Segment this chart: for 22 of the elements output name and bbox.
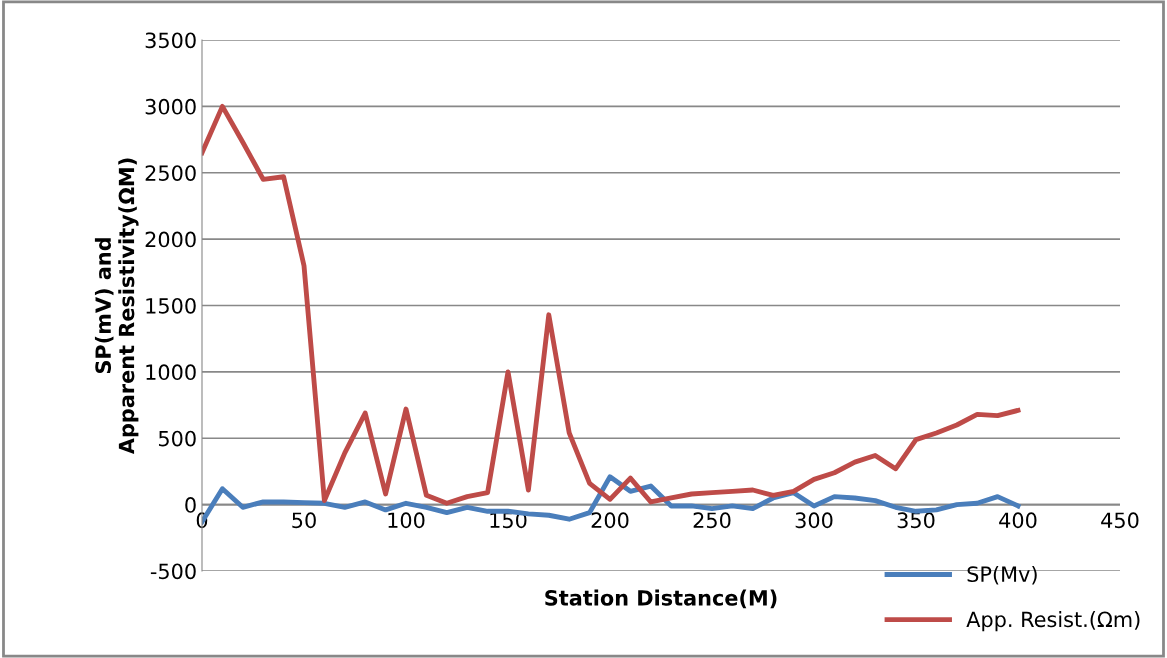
y-axis-title: SP(mV) and Apparent Resistivity(ΩM) <box>94 158 139 455</box>
x-tick-label: 350 <box>897 512 935 529</box>
y-tick-label: 3500 <box>145 32 196 49</box>
y-tick-label: 2500 <box>145 165 196 181</box>
line-series <box>202 103 1021 506</box>
y-tick-label: 0 <box>185 497 196 513</box>
x-tick-label: 400 <box>999 512 1037 529</box>
y-tick-label: 1000 <box>146 364 196 381</box>
y-tick-label: 1500 <box>146 297 196 314</box>
y-tick-label: -500 <box>150 563 196 580</box>
legend-label: SP(Mv) <box>967 565 1037 585</box>
x-tick-label: 300 <box>795 512 833 529</box>
x-tick-label: 100 <box>388 512 425 529</box>
x-tick-label: 200 <box>591 512 629 529</box>
x-axis-title: Station Distance(M) <box>545 589 777 609</box>
x-tick-label: 250 <box>693 512 731 529</box>
x-tick-label: 450 <box>1101 512 1139 529</box>
y-tick-label: 3000 <box>145 98 196 115</box>
y-tick-label: 500 <box>158 430 196 447</box>
legend-label: App. Resist.(Ωm) <box>966 611 1140 632</box>
y-tick-label: 2000 <box>145 231 196 248</box>
x-tick-label: 50 <box>292 512 316 529</box>
